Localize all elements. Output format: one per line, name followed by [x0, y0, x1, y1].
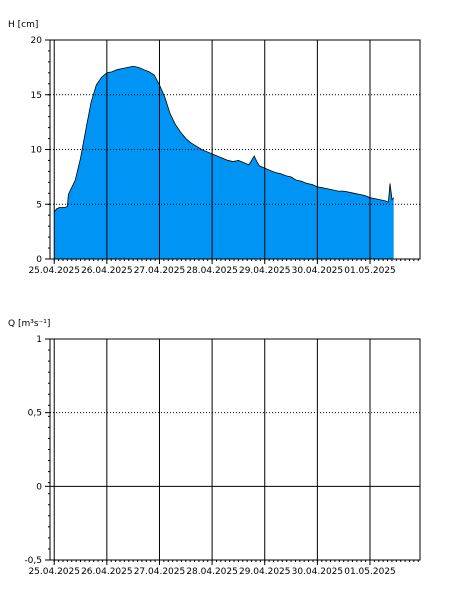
y-tick-label: 10 [31, 146, 43, 156]
x-tick-label: 30.04.2025 [292, 567, 344, 577]
y-tick-label: -0,5 [24, 556, 42, 566]
y-tick-label: 0 [36, 255, 42, 265]
x-tick-label: 27.04.2025 [134, 266, 186, 276]
x-tick-label: 26.04.2025 [81, 567, 133, 577]
y-tick-label: 1 [36, 335, 42, 345]
chart-panel-1: 0 5 10 15 20 25.04.2025 26.04.2025 27.04.2025 28… [8, 20, 421, 276]
x-tick-label: 30.04.2025 [292, 266, 344, 276]
series-line [53, 65, 395, 213]
x-tick-label: 27.04.2025 [134, 567, 186, 577]
x-tick-label: 29.04.2025 [239, 266, 291, 276]
x-tick-label: 29.04.2025 [239, 567, 291, 577]
series-area-fill [54, 66, 394, 259]
x-tick-label: 25.04.2025 [28, 266, 80, 276]
x-tick-label: 28.04.2025 [186, 567, 238, 577]
x-tick-label: 26.04.2025 [81, 266, 133, 276]
y-axis-title: Q [m³s⁻¹] [8, 319, 50, 329]
y-tick-label: 20 [31, 36, 43, 46]
y-tick-label: 15 [31, 91, 42, 101]
x-tick-label: 01.05.2025 [344, 567, 396, 577]
x-tick-label: 25.04.2025 [28, 567, 80, 577]
y-tick-label: 5 [36, 200, 42, 210]
y-tick-label: 0 [36, 482, 42, 492]
x-tick-label: 28.04.2025 [186, 266, 238, 276]
y-tick-label: 0,5 [28, 409, 42, 419]
x-tick-label: 01.05.2025 [344, 266, 396, 276]
y-axis-title: H [cm] [8, 20, 38, 30]
plot-frame [49, 338, 421, 561]
